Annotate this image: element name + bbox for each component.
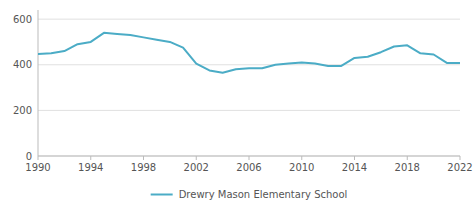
x-tick bbox=[143, 156, 144, 160]
x-tick bbox=[38, 156, 39, 160]
y-axis-line bbox=[38, 10, 39, 156]
y-tick-label: 0 bbox=[26, 151, 32, 162]
x-tick-label: 2014 bbox=[342, 162, 367, 173]
grid-line bbox=[38, 19, 460, 20]
x-tick-label: 2006 bbox=[236, 162, 261, 173]
x-tick-label: 2002 bbox=[184, 162, 209, 173]
x-tick-label: 1990 bbox=[25, 162, 50, 173]
legend-swatch bbox=[151, 194, 173, 196]
x-tick bbox=[249, 156, 250, 160]
x-tick bbox=[301, 156, 302, 160]
legend-label: Drewry Mason Elementary School bbox=[179, 189, 348, 200]
x-tick bbox=[460, 156, 461, 160]
x-tick-label: 1998 bbox=[131, 162, 156, 173]
legend: Drewry Mason Elementary School bbox=[151, 189, 348, 200]
plot-area bbox=[38, 33, 460, 73]
x-tick-label: 1994 bbox=[78, 162, 103, 173]
y-tick-label: 200 bbox=[13, 105, 32, 116]
x-tick-label: 2018 bbox=[395, 162, 420, 173]
y-tick-label: 600 bbox=[13, 14, 32, 25]
chart: 0 200 400 600 1990 1994 1998 2002 2006 2010 2014 20… bbox=[0, 0, 474, 208]
line bbox=[38, 33, 460, 73]
x-tick-label: 2010 bbox=[289, 162, 314, 173]
y-tick-label: 400 bbox=[13, 59, 32, 70]
x-tick bbox=[90, 156, 91, 160]
x-tick bbox=[407, 156, 408, 160]
x-tick bbox=[354, 156, 355, 160]
x-tick bbox=[196, 156, 197, 160]
grid-line bbox=[38, 64, 460, 65]
x-tick-label: 2022 bbox=[447, 162, 472, 173]
grid-line bbox=[38, 110, 460, 111]
